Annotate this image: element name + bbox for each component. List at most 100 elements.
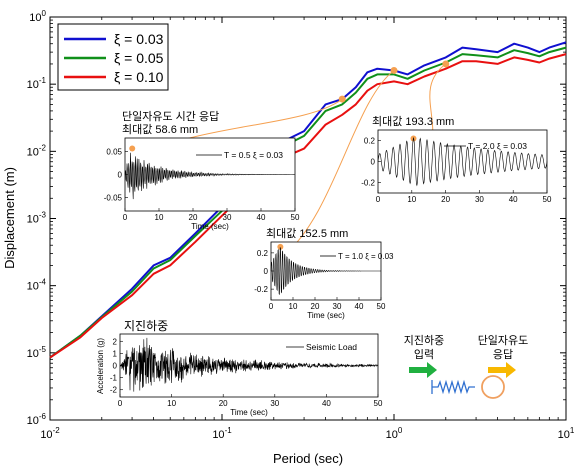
inset-seismic-ylabel: Acceleration (g) <box>96 338 105 394</box>
inset-peak-point <box>277 243 284 250</box>
inset-y-tick-label: 0 <box>118 171 123 180</box>
inset-t05-trace <box>124 152 295 200</box>
inset-t05-title: 단일자유도 시간 응답 <box>122 109 219 123</box>
inset-seismic-legend: Seismic Load <box>306 342 357 352</box>
sdof-input-label-line2: 입력 <box>414 348 434 361</box>
inset-y-tick-label: 0 <box>264 267 269 276</box>
inset-y-tick-label: 2 <box>113 337 118 346</box>
inset-t05-subtitle: 최대값 58.6 mm <box>122 123 198 136</box>
inset-t05-axes: 0 10 20 30 40 50 0.05 0 -0.05 <box>104 145 300 222</box>
sdof-output-label-line2: 응답 <box>493 348 513 361</box>
highlight-point <box>338 95 346 103</box>
sdof-input-label-line1: 지진하중 <box>404 333 444 347</box>
series-line-2 <box>49 46 567 359</box>
inset-x-tick-label: 40 <box>355 302 364 311</box>
inset-y-tick-label: -0.05 <box>104 193 123 202</box>
y-tick-label: 10-3 <box>27 211 47 226</box>
inset-t10-title: 최대값 152.5 mm <box>266 227 348 240</box>
inset-t10: 최대값 152.5 mm 0 10 20 30 40 500.20-0.2 T = 1.0… <box>254 227 394 320</box>
inset-x-tick-label: 20 <box>189 213 198 222</box>
inset-seismic-xlabel: Time (sec) <box>230 408 268 417</box>
sdof-output-label-line1: 단일자유도 <box>478 333 529 347</box>
y-tick-label: 10-4 <box>27 278 47 293</box>
inset-t20-trace <box>377 136 548 187</box>
y-tick-label: 10-6 <box>27 412 47 427</box>
inset-y-tick-label: -0.2 <box>254 285 268 294</box>
inset-y-tick-label: 0 <box>371 158 376 167</box>
inset-t05-legend: T = 0.5 ξ = 0.03 <box>224 150 283 160</box>
x-tick-label: 101 <box>558 426 575 441</box>
series-lines <box>49 41 567 359</box>
inset-y-tick-label: -1 <box>110 374 118 383</box>
inset-t10-trace <box>270 246 381 296</box>
inset-y-tick-label: 0.2 <box>257 249 269 258</box>
inset-x-tick-label: 20 <box>219 399 228 408</box>
inset-x-tick-label: 20 <box>441 195 450 204</box>
inset-x-tick-label: 30 <box>333 302 342 311</box>
inset-x-tick-label: 0 <box>118 399 123 408</box>
inset-y-tick-label: 0.05 <box>106 148 122 157</box>
inset-x-tick-label: 10 <box>407 195 416 204</box>
inset-x-tick-label: 10 <box>289 302 298 311</box>
highlight-point <box>390 66 398 74</box>
inset-x-tick-label: 40 <box>257 213 266 222</box>
inset-y-tick-label: -0.2 <box>361 179 375 188</box>
x-axis-ticks: 10-2 10-1 100 101 <box>40 17 575 441</box>
inset-x-tick-label: 30 <box>475 195 484 204</box>
inset-seismic-trace <box>120 337 379 392</box>
inset-t20-axes: 0 10 20 30 40 500.20-0.2 <box>361 135 552 204</box>
legend-label-3: ξ = 0.10 <box>114 69 164 85</box>
highlight-points <box>338 60 450 103</box>
inset-x-tick-label: 50 <box>374 399 383 408</box>
output-arrow-icon <box>488 362 516 378</box>
inset-y-tick-label: 0 <box>113 362 118 371</box>
inset-x-tick-label: 0 <box>376 195 381 204</box>
inset-t10-xlabel: Time (sec) <box>307 311 345 320</box>
y-axis-label: Displacement (m) <box>2 167 17 269</box>
y-tick-label: 10-2 <box>27 143 47 158</box>
inset-t20-title: 최대값 193.3 mm <box>372 115 454 128</box>
y-tick-label: 10-1 <box>27 76 47 91</box>
inset-t05: 단일자유도 시간 응답 최대값 58.6 mm 0 10 20 30 40 500.050… <box>104 109 300 231</box>
highlight-point <box>442 60 450 68</box>
inset-t10-axes: 0 10 20 30 40 500.20-0.2 <box>254 243 386 311</box>
legend-label-1: ξ = 0.03 <box>114 31 164 47</box>
legend: ξ = 0.03 ξ = 0.05 ξ = 0.10 <box>57 23 169 91</box>
inset-y-tick-label: 1 <box>113 349 118 358</box>
inset-t20: 최대값 193.3 mm 0 10 20 30 40 500.20-0.2 T = 2.0… <box>361 115 552 204</box>
inset-x-tick-label: 0 <box>269 302 274 311</box>
inset-y-tick-label: 0.2 <box>364 137 376 146</box>
input-arrow-icon <box>409 362 437 378</box>
x-tick-label: 100 <box>386 426 403 441</box>
inset-t20-legend: T = 2.0 ξ = 0.03 <box>468 141 527 151</box>
x-axis-label: Period (sec) <box>273 451 343 466</box>
inset-seismic-title: 지진하중 <box>124 319 168 333</box>
inset-x-tick-label: 40 <box>322 399 331 408</box>
inset-peak-point <box>129 145 136 152</box>
series-line-1 <box>49 41 567 359</box>
inset-x-tick-label: 10 <box>167 399 176 408</box>
inset-t05-xlabel: Time (sec) <box>191 222 229 231</box>
legend-label-2: ξ = 0.05 <box>114 50 164 66</box>
inset-x-tick-label: 50 <box>377 302 386 311</box>
inset-y-tick-label: -2 <box>110 386 118 395</box>
y-tick-label: 10-5 <box>27 345 47 360</box>
x-tick-label: 10-1 <box>212 426 232 441</box>
inset-x-tick-label: 40 <box>509 195 518 204</box>
spring-icon <box>431 379 475 395</box>
x-tick-label: 10-2 <box>40 426 60 441</box>
mass-icon <box>481 375 505 399</box>
inset-x-tick-label: 0 <box>123 213 128 222</box>
inset-x-tick-label: 50 <box>291 213 300 222</box>
inset-x-tick-label: 20 <box>311 302 320 311</box>
inset-x-tick-label: 30 <box>223 213 232 222</box>
series-line-3 <box>49 53 567 359</box>
inset-x-tick-label: 30 <box>270 399 279 408</box>
y-tick-label: 100 <box>29 9 46 24</box>
connector-curve <box>283 70 395 256</box>
inset-t10-legend: T = 1.0 ξ = 0.03 <box>338 252 394 261</box>
